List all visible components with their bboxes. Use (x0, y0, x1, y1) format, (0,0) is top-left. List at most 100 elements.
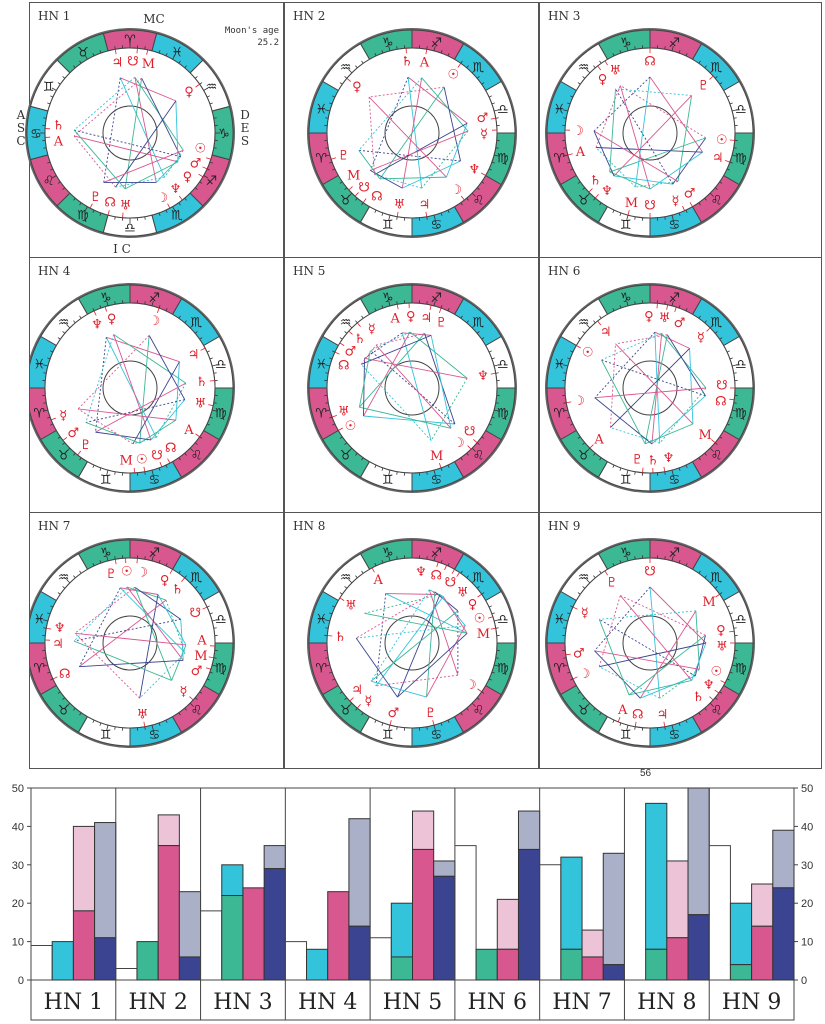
planet-glyph: ☋ (464, 425, 476, 440)
degree-tick (709, 192, 714, 197)
sign-glyph: ♓ (315, 358, 327, 373)
planet-glyph: ♅ (338, 405, 350, 420)
degree-tick (99, 560, 102, 564)
bar-upper-navy_gray (94, 822, 117, 939)
sign-glyph: ♉ (578, 448, 590, 463)
sign-glyph: ♑ (620, 36, 632, 51)
planet-glyph: ☊ (644, 55, 656, 70)
planet-glyph: ♅ (610, 63, 622, 78)
wheel-title: HN 4 (38, 264, 71, 278)
center-circle (384, 615, 440, 671)
aspect-line (141, 78, 182, 157)
planet-glyph: ☿ (368, 322, 376, 337)
planet-pointer (425, 49, 428, 55)
sign-glyph: ♍ (497, 151, 509, 166)
degree-tick (194, 442, 198, 445)
degree-tick (495, 627, 499, 629)
degree-tick (433, 555, 436, 561)
aspect-line (78, 599, 167, 668)
degree-tick (678, 560, 681, 564)
planet-glyph: ♆ (415, 565, 427, 580)
aspect-line (599, 642, 707, 668)
sign-glyph: ♒ (340, 316, 352, 331)
degree-tick (671, 300, 674, 306)
degree-tick (619, 467, 622, 471)
degree-tick (626, 555, 629, 561)
planet-glyph: ♂ (573, 647, 585, 662)
planet-pointer (202, 606, 208, 610)
aspect-line (79, 659, 184, 668)
planet-glyph: ♆ (54, 621, 66, 636)
planet-pointer (490, 117, 496, 120)
aspect-line (613, 95, 692, 177)
wheel-cell-4: ♑ ♒ ♓ ♈ ♉ ♊ ♋ ♌ ♍ ♎ ♏ ♐ ♆ ♀ ☽ ♃ ♄ ♅ A ☊ ☋ ☉ M ♇ ♂ ☿ HN 4 (29, 257, 284, 513)
degree-tick (388, 470, 391, 476)
sign-glyph: ♊ (620, 728, 632, 743)
degree-tick (329, 416, 333, 419)
aspect-line (124, 161, 179, 190)
category-label: HN 3 (213, 990, 272, 1015)
degree-tick (709, 324, 714, 329)
aspect-line (120, 77, 177, 102)
planet-glyph: ☽ (136, 566, 148, 581)
aspect-line (620, 85, 707, 139)
degree-tick (381, 560, 384, 564)
planet-glyph: ♂ (190, 157, 202, 172)
aspect-line (599, 618, 696, 677)
sign-glyph: ♍ (497, 406, 509, 421)
planet-pointer (89, 203, 93, 209)
bar-upper-cyan_green (221, 864, 244, 897)
planet-glyph: ☉ (582, 346, 594, 361)
planet-pointer (181, 577, 185, 582)
aspect-line (358, 149, 461, 162)
degree-tick (51, 87, 57, 91)
degree-tick (586, 447, 591, 452)
degree-tick (106, 470, 109, 476)
sign-glyph: ♋ (149, 473, 161, 488)
degree-tick (494, 409, 500, 412)
degree-tick (619, 212, 622, 216)
y-tick-label-right: 0 (801, 975, 807, 987)
category-label: HN 7 (552, 990, 611, 1015)
bar-upper-pink (496, 898, 519, 950)
wheel-title: HN 5 (293, 264, 326, 278)
planet-pointer (572, 676, 578, 680)
degree-tick (106, 725, 109, 731)
planet-pointer (167, 458, 171, 464)
bar-lower-pink (751, 925, 774, 981)
planet-pointer (720, 680, 726, 684)
planet-glyph: M (194, 649, 207, 664)
degree-tick (106, 300, 109, 306)
degree-tick (212, 364, 218, 367)
degree-tick (329, 612, 333, 615)
degree-tick (92, 209, 95, 213)
degree-tick (562, 109, 568, 112)
sign-glyph: ♌ (473, 703, 485, 718)
planet-glyph: ☉ (195, 142, 207, 157)
sign-glyph: ♏ (171, 208, 183, 223)
planet-glyph: ♇ (606, 575, 618, 590)
des-label: D (240, 108, 250, 122)
degree-tick (491, 612, 495, 615)
zodiac-wheel: ♑ ♒ ♓ ♈ ♉ ♊ ♋ ♌ ♍ ♎ ♏ ♐ ♆ ♀ ☽ ♃ ♄ ♅A ☊☋☉M ♇♂☿ (30, 283, 235, 493)
aspect-line (651, 395, 706, 445)
planet-glyph: ♃ (52, 637, 64, 652)
degree-tick (355, 575, 358, 579)
sign-glyph: ♐ (149, 546, 161, 561)
planet-glyph: ☊ (715, 394, 727, 409)
degree-tick (709, 69, 714, 74)
sign-glyph: ♋ (431, 728, 443, 743)
planet-pointer (189, 696, 194, 701)
sign-glyph: ♐ (669, 291, 681, 306)
planet-glyph: ♄ (53, 119, 65, 134)
bar-upper-cyan_green (645, 802, 668, 950)
wheel-title: HN 3 (548, 9, 581, 23)
planet-pointer (198, 173, 204, 178)
planet-pointer (706, 327, 711, 332)
sign-glyph: ♈ (553, 151, 565, 166)
degree-tick (388, 215, 391, 221)
bar-lower-navy_gray (94, 937, 117, 981)
bar-upper-pink (412, 810, 435, 850)
zodiac-wheel: ♑ ♒ ♓ ♈ ♉ ♊ ♋ ♌ ♍ ♎ ♏ ♐ ☊ ♇ ☉ ♃ ♂ ☿ ☋ M ♆♄ A ☽ ♀♅ (545, 28, 755, 238)
degree-tick (440, 467, 443, 471)
